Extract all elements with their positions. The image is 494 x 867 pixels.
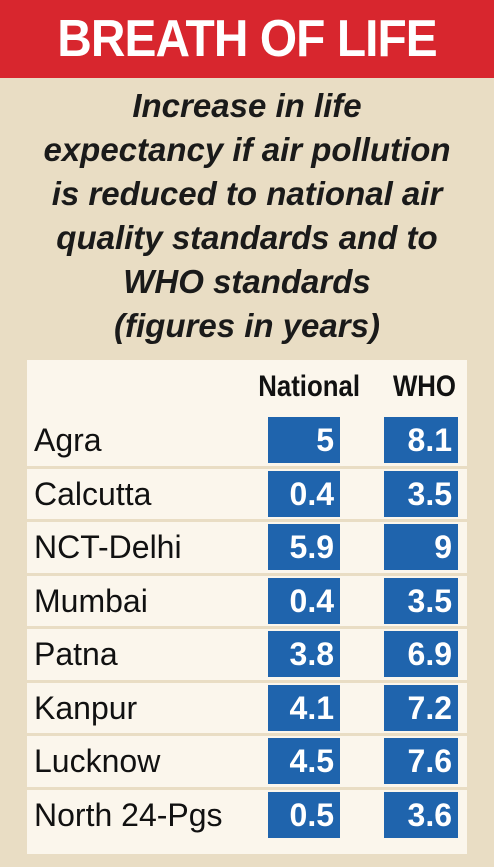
national-value-cell: 4.5 (268, 738, 340, 784)
row-separator (27, 466, 467, 469)
subtitle-line: (figures in years) (114, 307, 380, 344)
national-value-cell: 4.1 (268, 685, 340, 731)
chart-subtitle: Increase in life expectancy if air pollu… (10, 84, 484, 348)
subtitle-line: expectancy if air pollution (43, 131, 451, 168)
row-separator (27, 787, 467, 790)
subtitle-line: quality standards and to (56, 219, 438, 256)
who-value-cell: 7.6 (384, 738, 458, 784)
table-row: NCT-Delhi 5.9 9 (27, 522, 467, 572)
who-value-cell: 6.9 (384, 631, 458, 677)
national-value-cell: 0.4 (268, 578, 340, 624)
table-row: Kanpur 4.1 7.2 (27, 683, 467, 733)
row-separator (27, 626, 467, 629)
national-value-cell: 0.4 (268, 471, 340, 517)
subtitle-line: Increase in life (132, 87, 362, 124)
city-label: Kanpur (34, 690, 138, 726)
column-header-national: National (258, 370, 360, 403)
table-row: North 24-Pgs 0.5 3.6 (27, 790, 467, 840)
who-value-cell: 9 (384, 524, 458, 570)
city-label: Calcutta (34, 476, 152, 512)
who-value-cell: 7.2 (384, 685, 458, 731)
table-row: Patna 3.8 6.9 (27, 629, 467, 679)
title-banner: BREATH OF LIFE (0, 0, 494, 78)
who-value-cell: 3.5 (384, 471, 458, 517)
who-value-cell: 3.5 (384, 578, 458, 624)
column-header-who: WHO (392, 370, 456, 403)
table-row: Lucknow 4.5 7.6 (27, 736, 467, 786)
table-row: Calcutta 0.4 3.5 (27, 469, 467, 519)
city-label: Agra (34, 422, 102, 458)
city-label: Mumbai (34, 583, 148, 619)
city-label: North 24-Pgs (34, 797, 223, 833)
subtitle-line: is reduced to national air (51, 175, 443, 212)
national-value-cell: 0.5 (268, 792, 340, 838)
national-value-cell: 5 (268, 417, 340, 463)
table-row: Agra 5 8.1 (27, 415, 467, 465)
national-value-cell: 3.8 (268, 631, 340, 677)
city-label: Lucknow (34, 743, 161, 779)
row-separator (27, 733, 467, 736)
row-separator (27, 519, 467, 522)
table-row: Mumbai 0.4 3.5 (27, 576, 467, 626)
row-separator (27, 573, 467, 576)
chart-title: BREATH OF LIFE (57, 10, 437, 68)
subtitle-line: WHO standards (123, 263, 371, 300)
who-value-cell: 8.1 (384, 417, 458, 463)
row-separator (27, 680, 467, 683)
who-value-cell: 3.6 (384, 792, 458, 838)
city-label: NCT-Delhi (34, 529, 182, 565)
city-label: Patna (34, 636, 118, 672)
national-value-cell: 5.9 (268, 524, 340, 570)
